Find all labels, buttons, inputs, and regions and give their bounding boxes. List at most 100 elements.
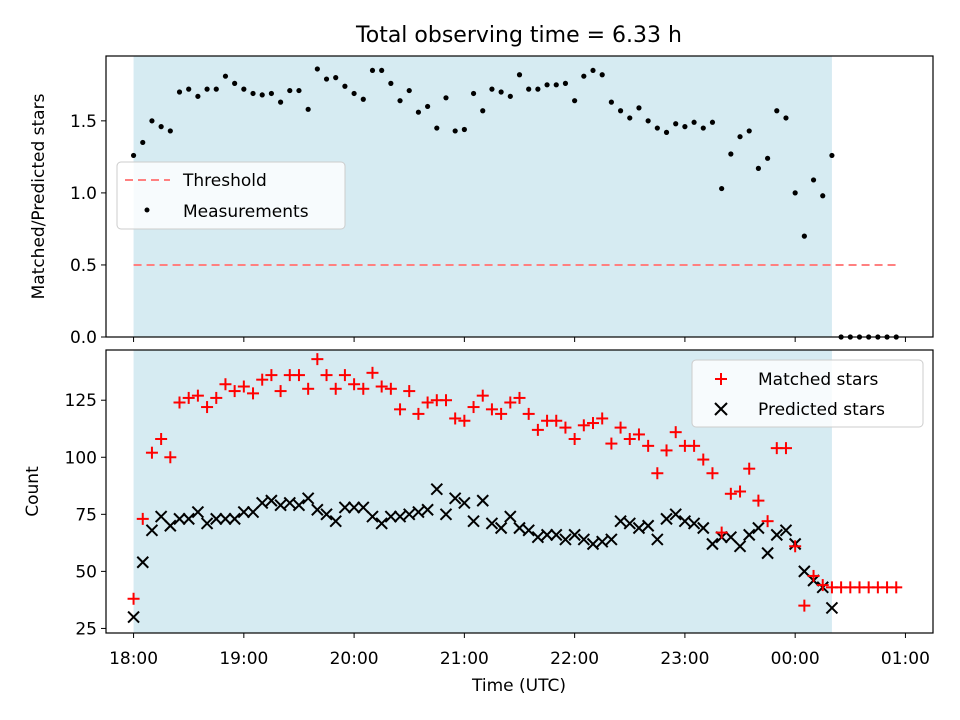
predicted-star-point (347, 501, 361, 514)
predicted-star-point (458, 496, 471, 510)
bottom-x-ticks: 18:00 19:00 20:00 21:00 22:00 23:00 00:00 01:00 (109, 633, 930, 669)
top-legend: Threshold Measurements (116, 161, 346, 230)
bottom-y-tick-label: 50 (75, 562, 97, 582)
matched-star-point (706, 467, 719, 480)
matched-star-point (182, 391, 195, 404)
measurement-point (728, 151, 734, 157)
measurement-point (314, 66, 320, 72)
measurement-point (581, 73, 587, 79)
predicted-star-point (825, 601, 839, 615)
predicted-star-point (127, 610, 140, 624)
predicted-star-point (614, 514, 627, 528)
matched-star-point (559, 421, 572, 434)
matched-star-point (485, 403, 498, 416)
bottom-y-tick-label: 25 (75, 619, 97, 639)
matched-star-point (191, 389, 204, 402)
predicted-star-point (687, 517, 701, 530)
matched-star-point (614, 421, 627, 434)
predicted-star-point (522, 524, 535, 537)
bottom-axes-frame (105, 349, 934, 634)
matched-legend-swatch (715, 373, 727, 385)
matched-star-point (789, 540, 802, 553)
matched-star-point (660, 444, 673, 457)
measurement-point (480, 108, 486, 114)
measurement-point (296, 87, 302, 94)
matched-star-point (219, 378, 232, 391)
measurement-point (810, 177, 817, 183)
threshold-legend-label: Threshold (182, 171, 267, 191)
matched-star-point (329, 382, 342, 395)
measurement-point (829, 152, 835, 159)
measurement-point (461, 126, 467, 133)
predicted-star-point (301, 492, 315, 505)
predicted-star-point (145, 524, 159, 537)
top-y-tick-label: 1.0 (70, 184, 97, 204)
bottom-y-tick-label: 75 (75, 505, 97, 525)
predicted-star-point (669, 508, 682, 521)
predicted-star-point (531, 530, 545, 544)
measurement-point (590, 67, 596, 74)
predicted-star-point (733, 540, 747, 553)
chart-title: Total observing time = 6.33 h (355, 23, 682, 48)
predicted-star-point (559, 533, 572, 546)
measurement-point (388, 80, 394, 86)
matched-star-point (136, 512, 149, 525)
measurement-point (213, 86, 219, 92)
matched-star-point (651, 467, 664, 480)
measurement-point (663, 129, 670, 135)
matched-star-point (357, 382, 370, 395)
measurement-point (241, 86, 247, 92)
predicted-star-point (403, 508, 416, 521)
predicted-star-point (292, 498, 306, 512)
predicted-star-point (439, 508, 453, 521)
measurements-legend-swatch (144, 207, 150, 213)
predicted-star-point (283, 496, 296, 510)
predicted-star-point (743, 528, 756, 542)
predicted-star-point (504, 510, 517, 523)
measurement-point (222, 73, 229, 79)
measurement-point (617, 108, 624, 114)
matched-star-point (237, 380, 250, 393)
measurement-point (305, 106, 311, 112)
x-tick-label: 01:00 (881, 649, 930, 669)
measurement-points (130, 66, 899, 340)
matched-star-point (449, 412, 462, 425)
matched-star-point (734, 485, 747, 498)
top-x-ticks (133, 337, 906, 342)
matched-star-point (890, 581, 903, 594)
measurement-point (572, 98, 578, 104)
measurement-point (719, 185, 725, 192)
measurement-point (149, 118, 155, 124)
predicted-star-point (605, 533, 618, 546)
predicted-star-point (476, 494, 489, 507)
top-axes-frame (105, 55, 934, 338)
bottom-legend-box (691, 359, 924, 428)
predicted-star-point (651, 533, 664, 546)
measurement-point (627, 115, 633, 121)
measurement-point (443, 95, 449, 101)
matched-star-point (403, 385, 416, 398)
top-legend-box (116, 161, 346, 230)
matched-star-point (587, 417, 600, 430)
measurement-point (599, 72, 605, 78)
matched-star-point (798, 599, 811, 612)
measurement-point (526, 86, 532, 92)
measurement-point (801, 233, 807, 239)
top-y-tick-label: 1.5 (70, 112, 97, 132)
x-axis-label: Time (UTC) (471, 676, 566, 696)
matched-star-point (127, 592, 140, 605)
measurement-point (167, 128, 173, 134)
measurement-point (608, 99, 614, 105)
top-y-ticks: 0.0 0.5 1.0 1.5 (70, 112, 106, 348)
predicted-star-point (228, 512, 241, 526)
measurement-point (434, 125, 440, 131)
measurement-point (186, 86, 192, 92)
measurement-point (232, 80, 238, 86)
matched-star-point (247, 387, 260, 400)
matched-star-point (265, 369, 278, 382)
predicted-star-point (430, 483, 444, 496)
x-tick-label: 00:00 (771, 649, 820, 669)
predicted-star-point (706, 537, 719, 551)
matched-star-point (458, 414, 471, 427)
predicted-star-point (311, 503, 324, 516)
